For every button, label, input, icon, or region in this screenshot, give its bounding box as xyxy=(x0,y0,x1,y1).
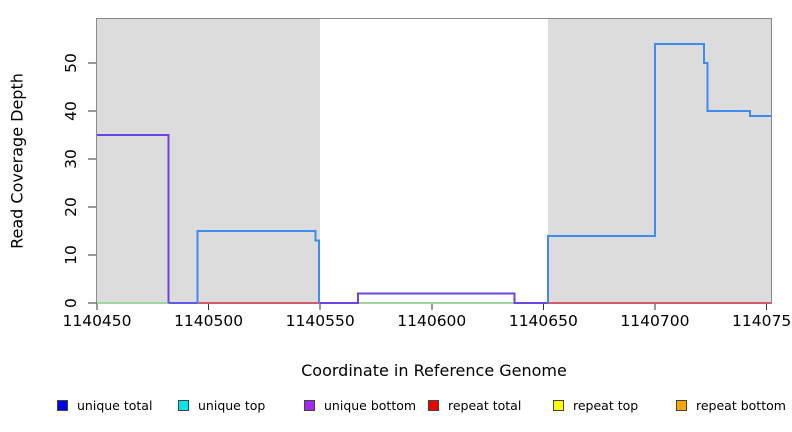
repeat-region-left xyxy=(97,19,321,303)
legend-swatch xyxy=(57,399,68,411)
legend-label: repeat total xyxy=(448,397,522,413)
x-tick-label: 1140600 xyxy=(397,312,467,330)
plot-canvas xyxy=(88,19,771,310)
legend-swatch xyxy=(428,399,439,411)
legend-item-repeat-top: repeat top xyxy=(553,397,638,413)
y-axis-title: Read Coverage Depth xyxy=(7,73,27,249)
legend-item-unique-total: unique total xyxy=(57,397,152,413)
legend-swatch xyxy=(178,399,189,411)
y-tick-label: 0 xyxy=(62,298,80,308)
y-tick-label: 20 xyxy=(62,197,80,217)
y-tick-label: 10 xyxy=(62,245,80,265)
legend-swatch xyxy=(553,399,564,411)
x-tick-label: 1140650 xyxy=(508,312,578,330)
repeat-region-right xyxy=(547,19,771,303)
legend-label: unique bottom xyxy=(324,397,417,413)
y-tick-label: 40 xyxy=(62,101,80,121)
legend-swatch xyxy=(304,399,315,411)
x-tick-label: 1140450 xyxy=(62,312,132,330)
legend-item-unique-top: unique top xyxy=(178,397,265,413)
legend-item-repeat-total: repeat total xyxy=(428,397,521,413)
series-line-unique-total-right xyxy=(546,42,771,303)
legend: unique total unique top unique bottom repea… xyxy=(0,397,792,415)
legend-swatch xyxy=(676,399,687,411)
x-tick-label: 1140500 xyxy=(174,312,244,330)
legend-item-repeat-bottom: repeat bottom xyxy=(676,397,786,413)
legend-label: repeat bottom xyxy=(696,397,786,413)
legend-item-unique-bottom: unique bottom xyxy=(304,397,416,413)
y-tick-label: 30 xyxy=(62,149,80,169)
legend-label: repeat top xyxy=(573,397,639,413)
y-tick-label: 50 xyxy=(62,53,80,73)
x-tick-label: 1140550 xyxy=(285,312,355,330)
legend-label: unique top xyxy=(198,397,266,413)
x-tick-label: 1140700 xyxy=(620,312,690,330)
series-line-unique-bottom-mid xyxy=(320,292,548,304)
legend-label: unique total xyxy=(77,397,153,413)
plot-area xyxy=(88,18,772,310)
x-axis-title: Coordinate in Reference Genome xyxy=(301,361,567,380)
series-line-unique-total-left xyxy=(196,230,321,303)
series-line-unique-bottom-left xyxy=(97,134,170,303)
